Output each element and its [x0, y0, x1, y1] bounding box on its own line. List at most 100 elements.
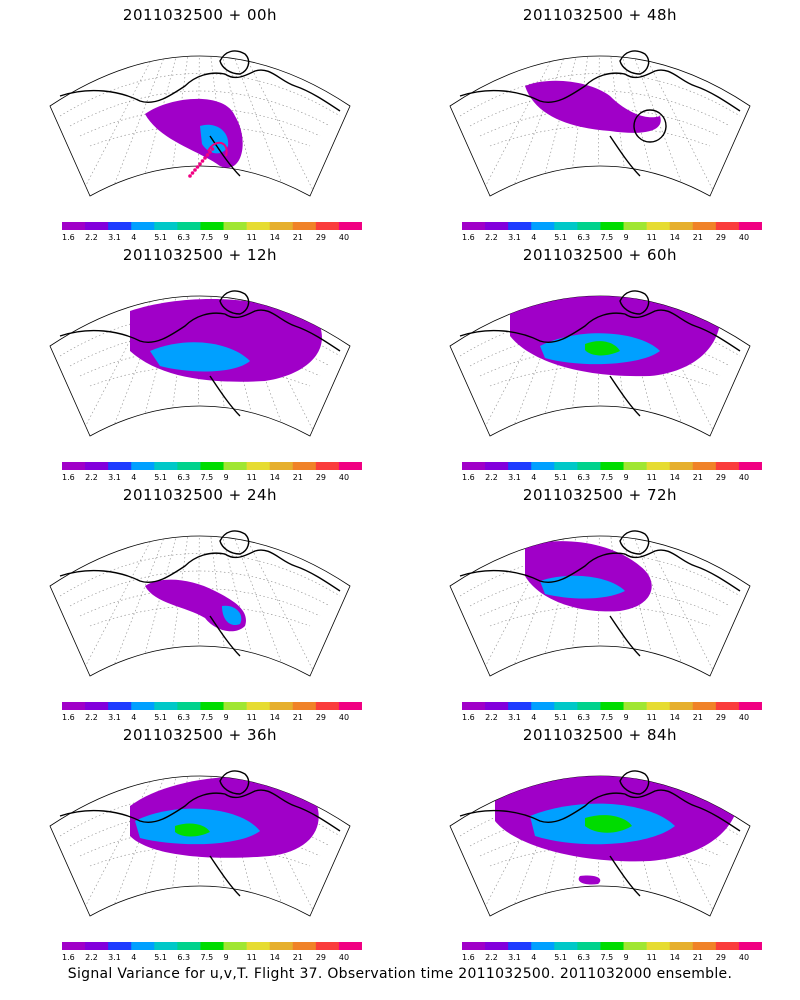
colorbar-swatch: [315, 462, 340, 470]
colorbar-swatch: [154, 942, 178, 950]
colorbar-swatch: [577, 462, 601, 470]
colorbar-label: 2.2: [85, 953, 98, 962]
colorbar-swatch: [177, 942, 201, 950]
colorbar-swatch: [692, 942, 717, 950]
colorbar-label: 11: [647, 953, 657, 962]
figure-caption: Signal Variance for u,v,T. Flight 37. Ob…: [67, 966, 733, 982]
colorbar-label: 4: [131, 233, 136, 242]
colorbar-label: 14: [270, 233, 280, 242]
colorbar-label: 2.2: [485, 233, 498, 242]
colorbar-label: 14: [670, 473, 680, 482]
colorbar-swatch: [646, 702, 671, 710]
colorbar-label: 4: [531, 473, 536, 482]
colorbar-label: 9: [224, 713, 229, 722]
polar-map: [49, 770, 351, 917]
colorbar-swatch: [269, 462, 294, 470]
colorbar-label: 9: [624, 473, 629, 482]
colorbar-swatch: [692, 702, 717, 710]
colorbar-label: 3.1: [508, 473, 521, 482]
colorbar-label: 11: [247, 233, 257, 242]
colorbar-label: 7.5: [600, 473, 613, 482]
colorbar-label: 6.3: [577, 713, 590, 722]
colorbar-swatch: [108, 702, 132, 710]
colorbar-label: 1.6: [62, 713, 75, 722]
panel-title: 2011032500 + 24h: [122, 486, 278, 504]
colorbar-label: 9: [224, 953, 229, 962]
colorbar-swatch: [177, 702, 201, 710]
colorbar-label: 29: [716, 953, 726, 962]
colorbar-swatch: [131, 462, 155, 470]
colorbar-swatch: [531, 462, 555, 470]
colorbar-swatch: [577, 222, 601, 230]
colorbar-swatch: [108, 462, 132, 470]
colorbar-swatch: [338, 222, 362, 230]
colorbar-swatch: [646, 942, 671, 950]
colorbar: 1.6 2.2 3.1 4 5.1 6.3 7.5 9 11 14 21 29 40: [462, 702, 762, 722]
colorbar-label: 7.5: [600, 233, 613, 242]
colorbar-swatch: [292, 462, 317, 470]
colorbar-swatch: [715, 222, 740, 230]
colorbar-label: 21: [293, 473, 303, 482]
colorbar-label: 6.3: [177, 953, 190, 962]
colorbar-label: 4: [131, 473, 136, 482]
colorbar-swatch: [292, 702, 317, 710]
colorbar-swatch: [131, 942, 155, 950]
colorbar-swatch: [85, 702, 109, 710]
colorbar-swatch: [623, 942, 648, 950]
colorbar: 1.6 2.2 3.1 4 5.1 6.3 7.5 9 11 14 21 29 40: [62, 462, 362, 482]
colorbar-label: 40: [339, 233, 349, 242]
colorbar-label: 7.5: [200, 473, 213, 482]
colorbar-label: 40: [739, 233, 749, 242]
colorbar-swatch: [554, 462, 578, 470]
map-panel: 2011032500 + 00h 1.6 2.2 3.1 4 5.1 6.3 7.5 9 11 14…: [0, 0, 400, 242]
colorbar-label: 3.1: [508, 233, 521, 242]
colorbar-swatch: [508, 702, 532, 710]
colorbar-swatch: [200, 942, 225, 950]
map-panel: 2011032500 + 24h 1.6 2.2 3.1 4 5.1 6.3 7.5 9 11 14…: [0, 480, 400, 722]
colorbar-label: 4: [531, 233, 536, 242]
colorbar-label: 9: [624, 713, 629, 722]
colorbar-label: 5.1: [154, 953, 167, 962]
colorbar-label: 29: [716, 713, 726, 722]
colorbar-label: 40: [339, 713, 349, 722]
colorbar-label: 29: [316, 473, 326, 482]
polar-map: [449, 50, 751, 197]
colorbar-swatch: [62, 942, 86, 950]
colorbar-label: 21: [293, 233, 303, 242]
panel-title: 2011032500 + 12h: [122, 246, 278, 264]
polar-map: [49, 290, 351, 437]
panel-title: 2011032500 + 00h: [122, 6, 278, 24]
colorbar-swatch: [531, 942, 555, 950]
colorbar-label: 40: [739, 713, 749, 722]
colorbar-label: 4: [131, 713, 136, 722]
colorbar-swatch: [246, 702, 271, 710]
colorbar-swatch: [462, 222, 486, 230]
colorbar-swatch: [600, 702, 625, 710]
colorbar-swatch: [85, 462, 109, 470]
colorbar-label: 14: [670, 233, 680, 242]
colorbar-swatch: [462, 942, 486, 950]
colorbar-swatch: [669, 222, 694, 230]
colorbar-label: 1.6: [62, 233, 75, 242]
colorbar-swatch: [531, 702, 555, 710]
panel-title: 2011032500 + 72h: [522, 486, 678, 504]
polar-map: [49, 530, 351, 677]
colorbar-swatch: [269, 702, 294, 710]
colorbar-swatch: [200, 702, 225, 710]
colorbar-swatch: [508, 942, 532, 950]
colorbar-label: 2.2: [485, 473, 498, 482]
colorbar-label: 29: [716, 473, 726, 482]
colorbar-label: 29: [316, 953, 326, 962]
panel-title: 2011032500 + 36h: [122, 726, 278, 744]
colorbar-label: 14: [270, 713, 280, 722]
colorbar-swatch: [669, 462, 694, 470]
colorbar-label: 11: [247, 713, 257, 722]
colorbar-label: 5.1: [154, 473, 167, 482]
colorbar-label: 3.1: [508, 713, 521, 722]
colorbar-label: 3.1: [108, 953, 121, 962]
map-panel: 2011032500 + 84h 1.6 2.2 3.1 4 5.1 6.3 7.5 9 11 14…: [400, 720, 800, 962]
colorbar-label: 40: [739, 473, 749, 482]
colorbar-label: 5.1: [154, 233, 167, 242]
colorbar-swatch: [669, 702, 694, 710]
colorbar-swatch: [508, 462, 532, 470]
